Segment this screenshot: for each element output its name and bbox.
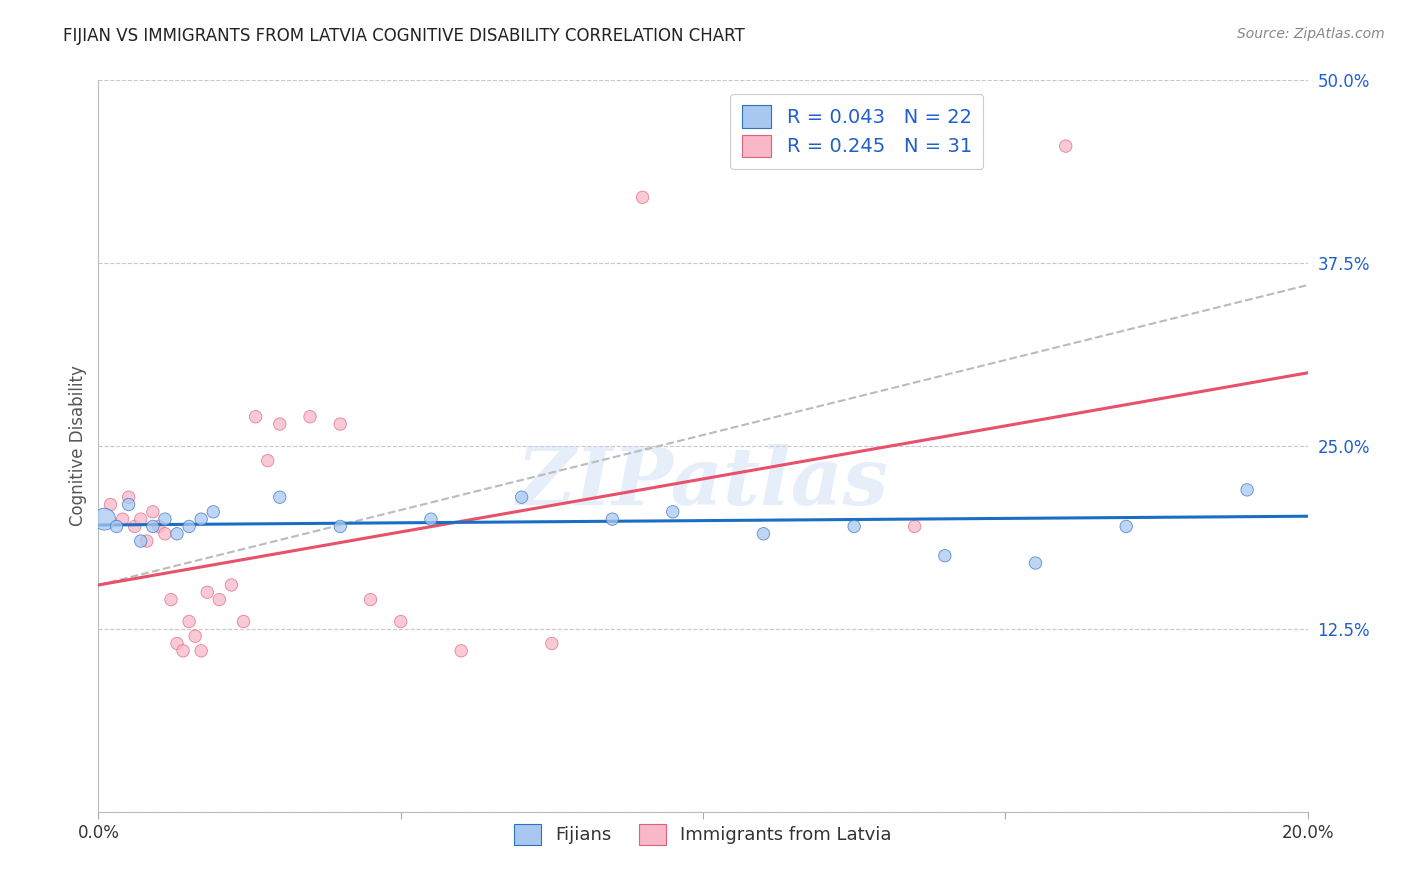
Text: ZIPatlas: ZIPatlas xyxy=(517,444,889,521)
Point xyxy=(904,519,927,533)
Point xyxy=(172,644,194,658)
Point xyxy=(166,636,188,650)
Point xyxy=(232,615,254,629)
Point xyxy=(129,512,152,526)
Point xyxy=(190,512,212,526)
Point xyxy=(105,519,128,533)
Point xyxy=(142,519,165,533)
Legend: Fijians, Immigrants from Latvia: Fijians, Immigrants from Latvia xyxy=(505,815,901,854)
Point xyxy=(299,409,322,424)
Point xyxy=(1115,519,1137,533)
Point xyxy=(631,190,654,204)
Point xyxy=(142,505,165,519)
Point xyxy=(360,592,382,607)
Point xyxy=(179,615,201,629)
Point xyxy=(221,578,243,592)
Point xyxy=(1054,139,1077,153)
Point xyxy=(602,512,624,526)
Point xyxy=(844,519,866,533)
Point xyxy=(752,526,775,541)
Point xyxy=(256,453,278,467)
Point xyxy=(661,505,683,519)
Point xyxy=(450,644,472,658)
Point xyxy=(202,505,225,519)
Point xyxy=(389,615,412,629)
Point xyxy=(420,512,443,526)
Point xyxy=(1024,556,1046,570)
Point xyxy=(93,512,115,526)
Point xyxy=(540,636,562,650)
Point xyxy=(190,644,212,658)
Point xyxy=(153,526,176,541)
Point xyxy=(195,585,218,599)
Point xyxy=(160,592,183,607)
Point xyxy=(166,526,188,541)
Point xyxy=(129,534,152,549)
Point xyxy=(245,409,267,424)
Point xyxy=(118,490,141,504)
Point xyxy=(510,490,533,504)
Point xyxy=(124,519,146,533)
Point xyxy=(111,512,134,526)
Point xyxy=(118,498,141,512)
Text: FIJIAN VS IMMIGRANTS FROM LATVIA COGNITIVE DISABILITY CORRELATION CHART: FIJIAN VS IMMIGRANTS FROM LATVIA COGNITI… xyxy=(63,27,745,45)
Point xyxy=(184,629,207,643)
Point xyxy=(269,490,291,504)
Point xyxy=(329,417,352,431)
Point xyxy=(269,417,291,431)
Y-axis label: Cognitive Disability: Cognitive Disability xyxy=(69,366,87,526)
Point xyxy=(179,519,201,533)
Point xyxy=(329,519,352,533)
Point xyxy=(934,549,956,563)
Point xyxy=(1236,483,1258,497)
Point xyxy=(153,512,176,526)
Point xyxy=(148,519,170,533)
Point xyxy=(208,592,231,607)
Text: Source: ZipAtlas.com: Source: ZipAtlas.com xyxy=(1237,27,1385,41)
Point xyxy=(100,498,122,512)
Point xyxy=(135,534,157,549)
